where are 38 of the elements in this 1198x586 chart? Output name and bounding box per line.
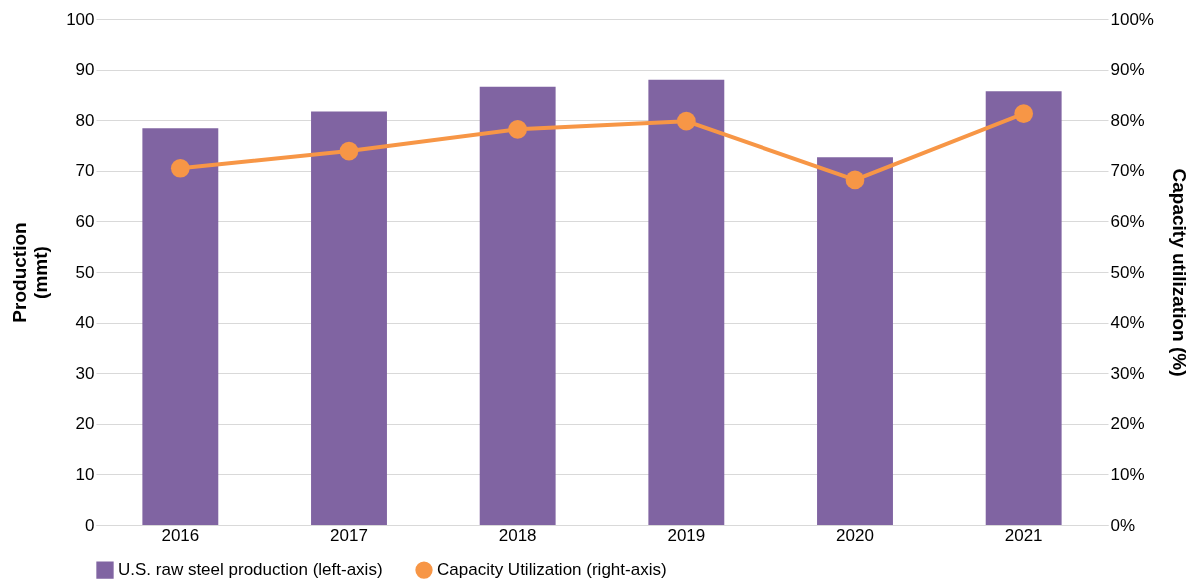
y2-tick-label: 90% [1110, 60, 1145, 80]
y2-axis-title: Capacity utilization (%) [1168, 168, 1190, 377]
y-tick-label: 100 [66, 9, 95, 29]
y2-tick-label: 10% [1110, 464, 1145, 484]
y2-tick-label: 40% [1110, 313, 1145, 333]
x-tick-label: 2016 [161, 525, 200, 545]
y-tick-label: 60 [75, 211, 95, 231]
y-tick-label: 50 [75, 262, 95, 282]
y-tick-label: 90 [75, 60, 95, 80]
point [170, 158, 190, 178]
y2-tick-label: 30% [1110, 363, 1145, 383]
x-tick-label: 2020 [836, 525, 874, 545]
y2-tick-label: 70% [1110, 161, 1145, 181]
legend-label: Capacity Utilization (right-axis) [437, 560, 667, 580]
point [1014, 104, 1034, 123]
y2-tick-label: 0% [1110, 515, 1136, 535]
y2-tick-label: 20% [1110, 414, 1145, 434]
y2-tick-label: 60% [1110, 211, 1145, 231]
point [339, 141, 359, 161]
point [508, 119, 528, 139]
x-tick-label: 2017 [330, 525, 368, 545]
x-tick-label: 2018 [498, 525, 537, 545]
x-tick-label: 2021 [1004, 525, 1043, 545]
x-tick-label: 2019 [667, 525, 706, 545]
y-tick-label: 40 [75, 313, 95, 333]
point [845, 170, 865, 190]
y2-tick-label: 50% [1110, 262, 1145, 282]
y2-tick-label: 80% [1110, 110, 1145, 130]
point [676, 111, 696, 131]
y-tick-label: 30 [75, 363, 95, 383]
y-tick-label: 80 [75, 110, 95, 130]
y-axis-title: Production (mmt) [9, 222, 52, 323]
legend-label: U.S. raw steel production (left-axis) [118, 560, 383, 580]
y-tick-label: 70 [75, 161, 95, 181]
y-tick-label: 10 [75, 464, 95, 484]
y-tick-label: 20 [75, 414, 95, 434]
y2-tick-label: 100% [1110, 9, 1154, 29]
y-tick-label: 0 [85, 515, 95, 535]
